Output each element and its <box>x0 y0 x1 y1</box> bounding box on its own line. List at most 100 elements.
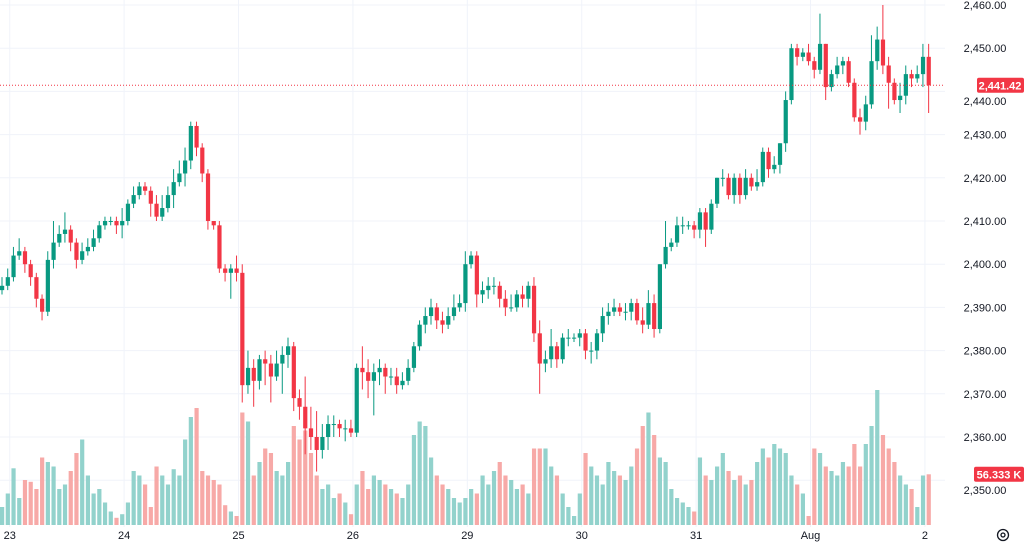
y-tick-label: 2,450.00 <box>964 43 1007 55</box>
volume-bar <box>22 480 28 525</box>
candle-body <box>806 52 811 62</box>
candle <box>291 341 296 412</box>
volume-bar <box>669 489 674 525</box>
candle-body <box>188 125 193 161</box>
time-axis[interactable]: 23 24 25 26 29 30 31 Aug 2 <box>4 530 928 542</box>
candle <box>531 277 537 342</box>
volume-bar <box>429 457 434 525</box>
candle-body <box>28 264 33 278</box>
candle <box>846 56 851 88</box>
y-tick-label: 2,390.00 <box>964 302 1007 314</box>
candle-body <box>617 307 622 312</box>
candle-body <box>211 221 216 226</box>
volume-bar <box>606 462 611 525</box>
candle <box>308 406 314 450</box>
candle-body <box>709 203 714 230</box>
volume-bar <box>646 412 651 525</box>
last-volume-tag: 56.333 K <box>974 466 1024 482</box>
volume-bar <box>497 462 502 525</box>
candle <box>503 290 508 317</box>
price-axis[interactable]: 2,460.00 2,450.00 2,440.00 2,430.00 2,420.00… <box>964 0 1007 497</box>
volume-bar <box>177 475 182 525</box>
candle-body <box>97 225 102 239</box>
volume-bar <box>125 502 131 525</box>
candle <box>400 372 405 390</box>
candle <box>469 251 474 269</box>
volume-bar <box>915 507 920 525</box>
volume-bar <box>789 475 794 525</box>
volume-bar <box>869 426 874 525</box>
candle <box>903 65 908 105</box>
candle-body <box>577 333 582 338</box>
candle <box>457 294 462 312</box>
candle-body <box>520 294 525 299</box>
candle <box>394 367 399 394</box>
volume-bar <box>354 484 359 525</box>
volume-bar <box>28 481 33 525</box>
candle-body <box>429 307 434 317</box>
candle <box>543 350 548 373</box>
volume-bar <box>858 466 863 525</box>
candle-body <box>143 186 148 191</box>
volume-bar <box>600 484 605 525</box>
candle <box>62 212 68 243</box>
volume-bar <box>291 426 296 525</box>
volume-bar <box>34 489 39 525</box>
volume-bar <box>62 484 68 525</box>
volume-bar <box>440 484 445 525</box>
candle-body <box>331 424 336 426</box>
volume-bar <box>749 480 754 525</box>
volume-bar <box>474 493 479 525</box>
candle <box>51 221 56 269</box>
volume-bar <box>840 462 846 525</box>
candle-body <box>102 221 108 226</box>
candle <box>715 177 720 209</box>
volume-bar <box>131 471 136 525</box>
volume-bar <box>800 493 805 525</box>
volume-bar <box>566 507 571 525</box>
candle <box>114 216 119 234</box>
volume-bar <box>480 475 485 525</box>
gear-icon[interactable] <box>996 528 1010 542</box>
volume-bar <box>5 493 10 525</box>
candle-body <box>880 39 886 66</box>
volume-bar <box>234 516 239 525</box>
candle-body <box>634 303 640 321</box>
candle <box>326 415 331 450</box>
volume-bar <box>703 475 708 525</box>
y-tick-label: 2,350.00 <box>964 485 1007 497</box>
volume-bar <box>245 421 251 525</box>
candle <box>28 259 33 286</box>
candle-body <box>526 285 531 299</box>
candle-body <box>674 225 680 243</box>
x-tick-label: 23 <box>4 530 16 542</box>
candle-body <box>34 277 39 299</box>
volume-bar <box>629 466 634 525</box>
volume-bar <box>674 498 680 525</box>
candle-body <box>308 428 314 437</box>
candle-body <box>772 164 777 170</box>
volume-bar <box>331 498 336 525</box>
candle-body <box>531 285 537 334</box>
y-tick-label: 2,410.00 <box>964 216 1007 228</box>
candle <box>348 419 354 437</box>
volume-bar <box>760 448 765 525</box>
volume-bar <box>640 426 645 525</box>
candle-body <box>0 285 5 291</box>
volume-bar <box>434 475 439 525</box>
volume-bar <box>17 498 22 525</box>
candle-body <box>606 311 611 317</box>
candle-body <box>268 363 274 377</box>
volume-bar <box>783 453 788 525</box>
candle-body <box>640 320 645 325</box>
candle <box>411 341 417 373</box>
volume-bar <box>583 453 588 525</box>
y-tick-label: 2,360.00 <box>964 432 1007 444</box>
candle-body <box>703 212 708 230</box>
volume-bar <box>51 466 56 525</box>
volume-bar <box>446 489 451 525</box>
candle-body <box>377 367 382 373</box>
candle <box>74 238 79 269</box>
candle-body <box>314 437 319 450</box>
